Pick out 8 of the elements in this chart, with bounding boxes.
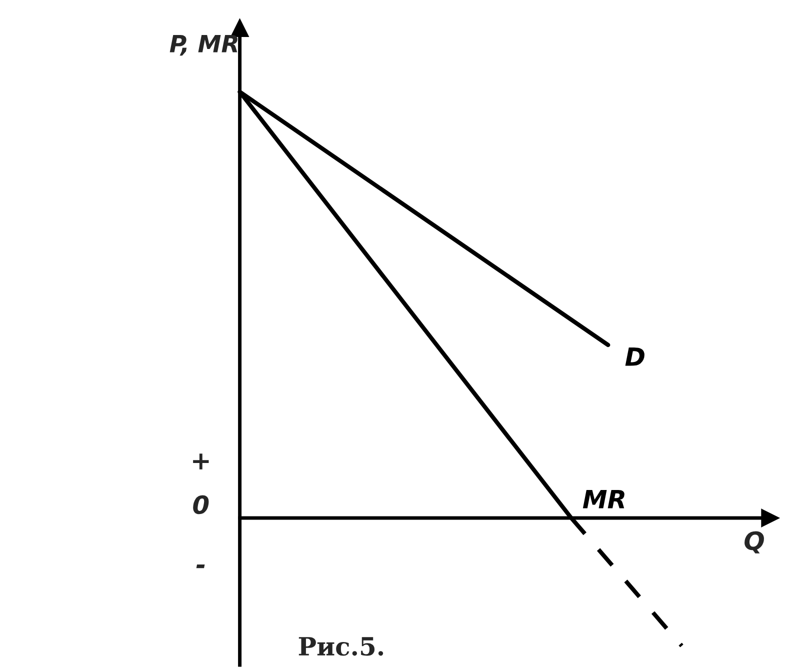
text: + xyxy=(193,454,209,470)
y-axis-title: P, MR xyxy=(170,35,238,56)
series-label: D xyxy=(625,348,644,366)
x-axis-title: Q xyxy=(744,531,764,554)
text: - xyxy=(196,564,205,568)
annotation: Рис.5. xyxy=(298,637,384,656)
series-label: MR xyxy=(582,490,624,508)
text: 0 xyxy=(193,495,209,514)
